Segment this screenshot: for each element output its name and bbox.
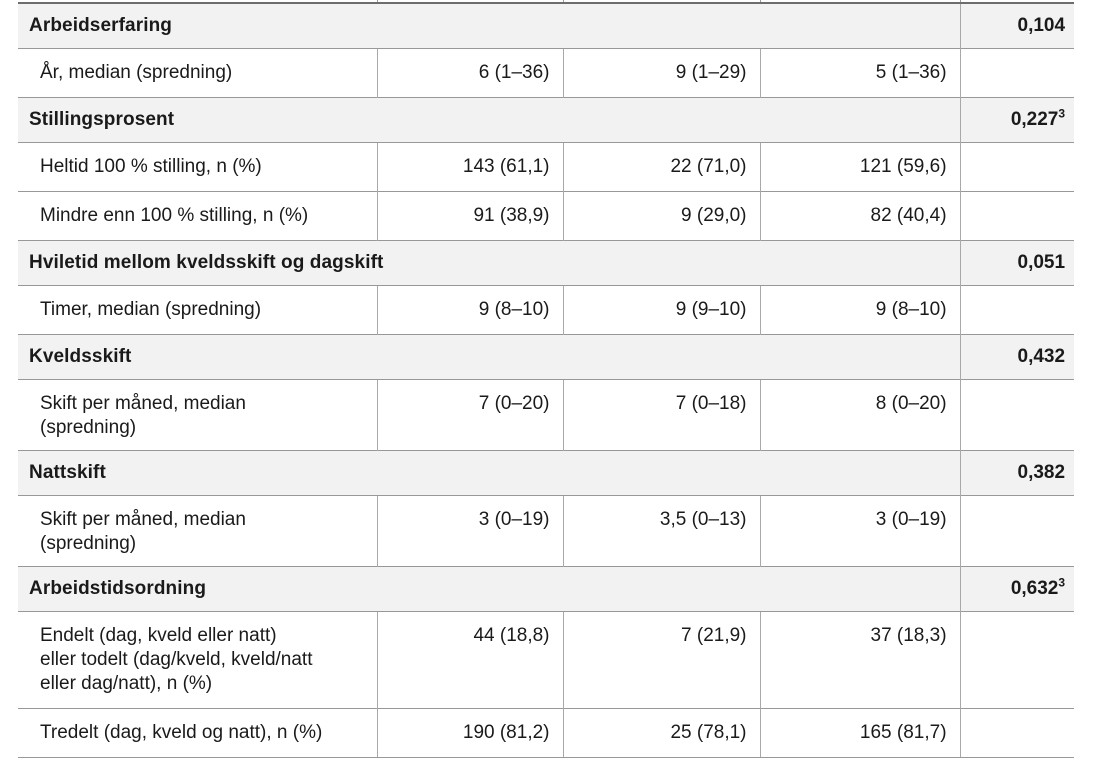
p-value-text: 0,104 <box>1017 15 1066 36</box>
section-p-value: 0,2273 <box>959 96 1075 142</box>
empty-p-cell <box>959 707 1075 758</box>
value-cell: 25 (78,1) <box>562 707 760 758</box>
value-cell: 3,5 (0–13) <box>562 494 760 566</box>
value-cell: 9 (8–10) <box>759 284 961 334</box>
data-row: Skift per måned, median (spredning) 7 (0… <box>18 378 1075 450</box>
row-label: Endelt (dag, kveld eller natt) eller tod… <box>18 610 377 708</box>
value-cell: 3 (0–19) <box>376 494 563 566</box>
value-cell: 7 (0–18) <box>562 378 760 450</box>
p-value-text: 0,227 <box>1010 108 1059 130</box>
empty-p-cell <box>959 284 1075 334</box>
section-title: Nattskift <box>18 449 961 495</box>
value-cell: 9 (1–29) <box>562 47 760 97</box>
section-p-value: 0,051 <box>959 239 1075 285</box>
empty-p-cell <box>959 47 1075 97</box>
p-value-text: 0,051 <box>1017 251 1066 273</box>
row-label: Tredelt (dag, kveld og natt), n (%) <box>18 707 377 758</box>
section-row: Stillingsprosent 0,2273 <box>18 96 1075 142</box>
statistics-table: Arbeidserfaring 0,104 År, median (spredn… <box>18 2 1075 758</box>
gridline-stub <box>760 0 761 2</box>
table-container: Arbeidserfaring 0,104 År, median (spredn… <box>18 0 1075 758</box>
section-row: Arbeidstidsordning 0,6323 <box>18 565 1075 611</box>
value-cell: 9 (29,0) <box>562 190 760 240</box>
value-cell: 37 (18,3) <box>759 610 961 708</box>
row-label: År, median (spredning) <box>18 47 377 97</box>
value-cell: 6 (1–36) <box>376 47 563 97</box>
section-row: Hviletid mellom kveldsskift og dagskift … <box>18 239 1075 285</box>
section-p-value: 0,382 <box>959 449 1075 495</box>
data-row: Tredelt (dag, kveld og natt), n (%) 190 … <box>18 707 1075 758</box>
value-cell: 121 (59,6) <box>759 141 961 191</box>
value-cell: 9 (8–10) <box>376 284 563 334</box>
p-value-text: 0,432 <box>1017 345 1066 367</box>
empty-p-cell <box>959 141 1075 191</box>
row-label: Skift per måned, median (spredning) <box>18 494 377 566</box>
section-p-value: 0,104 <box>959 2 1075 48</box>
row-label: Skift per måned, median (spredning) <box>18 378 377 450</box>
gridline-stub <box>960 0 961 2</box>
p-value-footnote-mark: 3 <box>1058 106 1066 121</box>
section-row: Kveldsskift 0,432 <box>18 333 1075 379</box>
value-cell: 143 (61,1) <box>376 141 563 191</box>
p-value-text: 0,632 <box>1010 577 1059 599</box>
section-title: Arbeidserfaring <box>18 2 961 48</box>
empty-p-cell <box>959 494 1075 566</box>
section-title: Kveldsskift <box>18 333 961 379</box>
row-label: Timer, median (spredning) <box>18 284 377 334</box>
value-cell: 91 (38,9) <box>376 190 563 240</box>
data-row: Skift per måned, median (spredning) 3 (0… <box>18 494 1075 566</box>
empty-p-cell <box>959 610 1075 708</box>
p-value-text: 0,382 <box>1017 461 1066 483</box>
data-row: Heltid 100 % stilling, n (%) 143 (61,1) … <box>18 141 1075 191</box>
section-title: Hviletid mellom kveldsskift og dagskift <box>18 239 961 285</box>
section-row: Arbeidserfaring 0,104 <box>18 2 1075 48</box>
value-cell: 190 (81,2) <box>376 707 563 758</box>
value-cell: 5 (1–36) <box>759 47 961 97</box>
value-cell: 22 (71,0) <box>562 141 760 191</box>
section-p-value: 0,6323 <box>959 565 1075 611</box>
value-cell: 165 (81,7) <box>759 707 961 758</box>
section-row: Nattskift 0,382 <box>18 449 1075 495</box>
section-title: Stillingsprosent <box>18 96 961 142</box>
value-cell: 44 (18,8) <box>376 610 563 708</box>
data-row: Timer, median (spredning) 9 (8–10) 9 (9–… <box>18 284 1075 334</box>
data-row: År, median (spredning) 6 (1–36) 9 (1–29)… <box>18 47 1075 97</box>
gridline-stub <box>377 0 378 2</box>
value-cell: 3 (0–19) <box>759 494 961 566</box>
section-title: Arbeidstidsordning <box>18 565 961 611</box>
empty-p-cell <box>959 190 1075 240</box>
table-top-remnant <box>18 0 1074 2</box>
row-label: Heltid 100 % stilling, n (%) <box>18 141 377 191</box>
gridline-stub <box>563 0 564 2</box>
value-cell: 8 (0–20) <box>759 378 961 450</box>
empty-p-cell <box>959 378 1075 450</box>
row-label: Mindre enn 100 % stilling, n (%) <box>18 190 377 240</box>
section-p-value: 0,432 <box>959 333 1075 379</box>
value-cell: 7 (21,9) <box>562 610 760 708</box>
data-row: Endelt (dag, kveld eller natt) eller tod… <box>18 610 1075 708</box>
value-cell: 82 (40,4) <box>759 190 961 240</box>
data-row: Mindre enn 100 % stilling, n (%) 91 (38,… <box>18 190 1075 240</box>
value-cell: 7 (0–20) <box>376 378 563 450</box>
p-value-footnote-mark: 3 <box>1058 575 1066 590</box>
value-cell: 9 (9–10) <box>562 284 760 334</box>
